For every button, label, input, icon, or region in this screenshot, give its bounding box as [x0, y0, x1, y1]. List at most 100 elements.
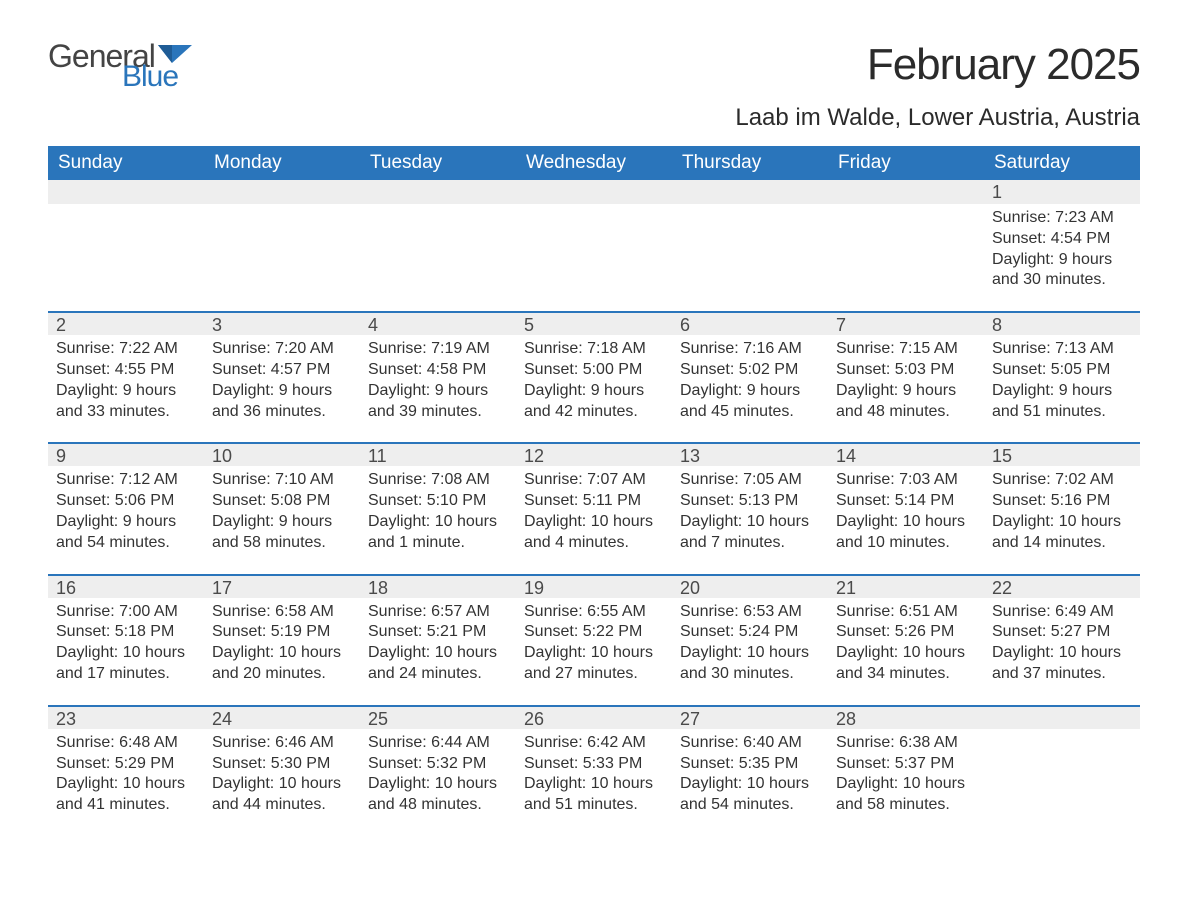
sunrise-text: Sunrise: 6:51 AM [836, 602, 976, 623]
sunset-text: Sunset: 4:55 PM [56, 360, 196, 381]
day-details: Sunrise: 6:51 AMSunset: 5:26 PMDaylight:… [828, 598, 984, 705]
day-number: 13 [672, 442, 828, 466]
day-details: Sunrise: 7:16 AMSunset: 5:02 PMDaylight:… [672, 335, 828, 442]
day-cell: 6Sunrise: 7:16 AMSunset: 5:02 PMDaylight… [672, 311, 828, 442]
day-cell: 7Sunrise: 7:15 AMSunset: 5:03 PMDaylight… [828, 311, 984, 442]
sunset-text: Sunset: 5:10 PM [368, 491, 508, 512]
day-cell: 11Sunrise: 7:08 AMSunset: 5:10 PMDayligh… [360, 442, 516, 573]
day-number: 1 [984, 180, 1140, 204]
daylight1-text: Daylight: 10 hours [524, 512, 664, 533]
daylight1-text: Daylight: 9 hours [992, 250, 1132, 271]
day-number [48, 180, 204, 204]
daylight2-text: and 20 minutes. [212, 664, 352, 685]
daylight1-text: Daylight: 10 hours [836, 774, 976, 795]
day-cell: 15Sunrise: 7:02 AMSunset: 5:16 PMDayligh… [984, 442, 1140, 573]
daylight1-text: Daylight: 9 hours [56, 381, 196, 402]
daylight1-text: Daylight: 10 hours [56, 774, 196, 795]
daylight1-text: Daylight: 10 hours [836, 512, 976, 533]
day-cell [360, 180, 516, 311]
day-number: 24 [204, 705, 360, 729]
day-cell: 13Sunrise: 7:05 AMSunset: 5:13 PMDayligh… [672, 442, 828, 573]
sunrise-text: Sunrise: 7:02 AM [992, 470, 1132, 491]
sunset-text: Sunset: 5:29 PM [56, 754, 196, 775]
daylight2-text: and 51 minutes. [992, 402, 1132, 423]
day-number: 21 [828, 574, 984, 598]
day-cell [984, 705, 1140, 836]
day-details: Sunrise: 7:23 AMSunset: 4:54 PMDaylight:… [984, 204, 1140, 311]
day-cell: 20Sunrise: 6:53 AMSunset: 5:24 PMDayligh… [672, 574, 828, 705]
daylight2-text: and 51 minutes. [524, 795, 664, 816]
week-row: 23Sunrise: 6:48 AMSunset: 5:29 PMDayligh… [48, 705, 1140, 836]
day-cell: 2 Sunrise: 7:22 AMSunset: 4:55 PMDaylight… [48, 311, 204, 442]
day-cell: 19Sunrise: 6:55 AMSunset: 5:22 PMDayligh… [516, 574, 672, 705]
daylight1-text: Daylight: 10 hours [524, 774, 664, 795]
daylight1-text: Daylight: 9 hours [212, 512, 352, 533]
daylight1-text: Daylight: 9 hours [212, 381, 352, 402]
week-row: 2Sunrise: 7:22 AMSunset: 4:55 PMDaylight… [48, 311, 1140, 442]
day-details: Sunrise: 7:05 AMSunset: 5:13 PMDaylight:… [672, 466, 828, 573]
day-number: 25 [360, 705, 516, 729]
day-cell: 23Sunrise: 6:48 AMSunset: 5:29 PMDayligh… [48, 705, 204, 836]
daylight1-text: Daylight: 10 hours [368, 643, 508, 664]
day-header: Saturday [984, 146, 1140, 180]
sunrise-text: Sunrise: 7:12 AM [56, 470, 196, 491]
daylight2-text: and 58 minutes. [836, 795, 976, 816]
day-cell: 25Sunrise: 6:44 AMSunset: 5:32 PMDayligh… [360, 705, 516, 836]
daylight1-text: Daylight: 10 hours [368, 774, 508, 795]
day-number [360, 180, 516, 204]
day-details: Sunrise: 7:07 AMSunset: 5:11 PMDaylight:… [516, 466, 672, 573]
day-number [204, 180, 360, 204]
week-row: 16Sunrise: 7:00 AMSunset: 5:18 PMDayligh… [48, 574, 1140, 705]
daylight2-text: and 37 minutes. [992, 664, 1132, 685]
empty-day [672, 204, 828, 304]
location-text: Laab im Walde, Lower Austria, Austria [735, 104, 1140, 132]
day-details: Sunrise: 7:12 AMSunset: 5:06 PMDaylight:… [48, 466, 204, 573]
sunset-text: Sunset: 5:21 PM [368, 622, 508, 643]
day-number: 2 [48, 311, 204, 335]
daylight1-text: Daylight: 10 hours [368, 512, 508, 533]
day-number [516, 180, 672, 204]
daylight2-text: and 24 minutes. [368, 664, 508, 685]
day-details: Sunrise: 7:03 AMSunset: 5:14 PMDaylight:… [828, 466, 984, 573]
day-cell: 3Sunrise: 7:20 AMSunset: 4:57 PMDaylight… [204, 311, 360, 442]
empty-day [516, 204, 672, 304]
day-cell: 5Sunrise: 7:18 AMSunset: 5:00 PMDaylight… [516, 311, 672, 442]
day-number: 26 [516, 705, 672, 729]
daylight1-text: Daylight: 10 hours [680, 512, 820, 533]
day-header: Monday [204, 146, 360, 180]
day-number: 28 [828, 705, 984, 729]
sunrise-text: Sunrise: 7:16 AM [680, 339, 820, 360]
sunrise-text: Sunrise: 7:08 AM [368, 470, 508, 491]
day-cell: 17Sunrise: 6:58 AMSunset: 5:19 PMDayligh… [204, 574, 360, 705]
sunset-text: Sunset: 5:08 PM [212, 491, 352, 512]
daylight2-text: and 4 minutes. [524, 533, 664, 554]
sunrise-text: Sunrise: 7:22 AM [56, 339, 196, 360]
daylight1-text: Daylight: 10 hours [212, 643, 352, 664]
daylight2-text: and 48 minutes. [368, 795, 508, 816]
daylight2-text: and 30 minutes. [992, 270, 1132, 291]
day-cell: 8Sunrise: 7:13 AMSunset: 5:05 PMDaylight… [984, 311, 1140, 442]
day-details: Sunrise: 6:38 AMSunset: 5:37 PMDaylight:… [828, 729, 984, 836]
day-number [672, 180, 828, 204]
sunset-text: Sunset: 5:22 PM [524, 622, 664, 643]
sunset-text: Sunset: 5:26 PM [836, 622, 976, 643]
day-details: Sunrise: 7:20 AMSunset: 4:57 PMDaylight:… [204, 335, 360, 442]
sunrise-text: Sunrise: 6:38 AM [836, 733, 976, 754]
empty-day [984, 729, 1140, 829]
sunrise-text: Sunrise: 7:13 AM [992, 339, 1132, 360]
sunrise-text: Sunrise: 7:03 AM [836, 470, 976, 491]
sunset-text: Sunset: 5:06 PM [56, 491, 196, 512]
day-details: Sunrise: 6:46 AMSunset: 5:30 PMDaylight:… [204, 729, 360, 836]
daylight2-text: and 58 minutes. [212, 533, 352, 554]
sunset-text: Sunset: 5:11 PM [524, 491, 664, 512]
day-details: Sunrise: 6:58 AMSunset: 5:19 PMDaylight:… [204, 598, 360, 705]
day-cell: 28Sunrise: 6:38 AMSunset: 5:37 PMDayligh… [828, 705, 984, 836]
sunrise-text: Sunrise: 7:07 AM [524, 470, 664, 491]
sunset-text: Sunset: 5:33 PM [524, 754, 664, 775]
daylight1-text: Daylight: 10 hours [992, 512, 1132, 533]
header-row: General Blue February 2025 Laab im Walde… [48, 40, 1140, 132]
sunset-text: Sunset: 5:37 PM [836, 754, 976, 775]
day-cell: 24Sunrise: 6:46 AMSunset: 5:30 PMDayligh… [204, 705, 360, 836]
day-number: 5 [516, 311, 672, 335]
sunset-text: Sunset: 5:24 PM [680, 622, 820, 643]
